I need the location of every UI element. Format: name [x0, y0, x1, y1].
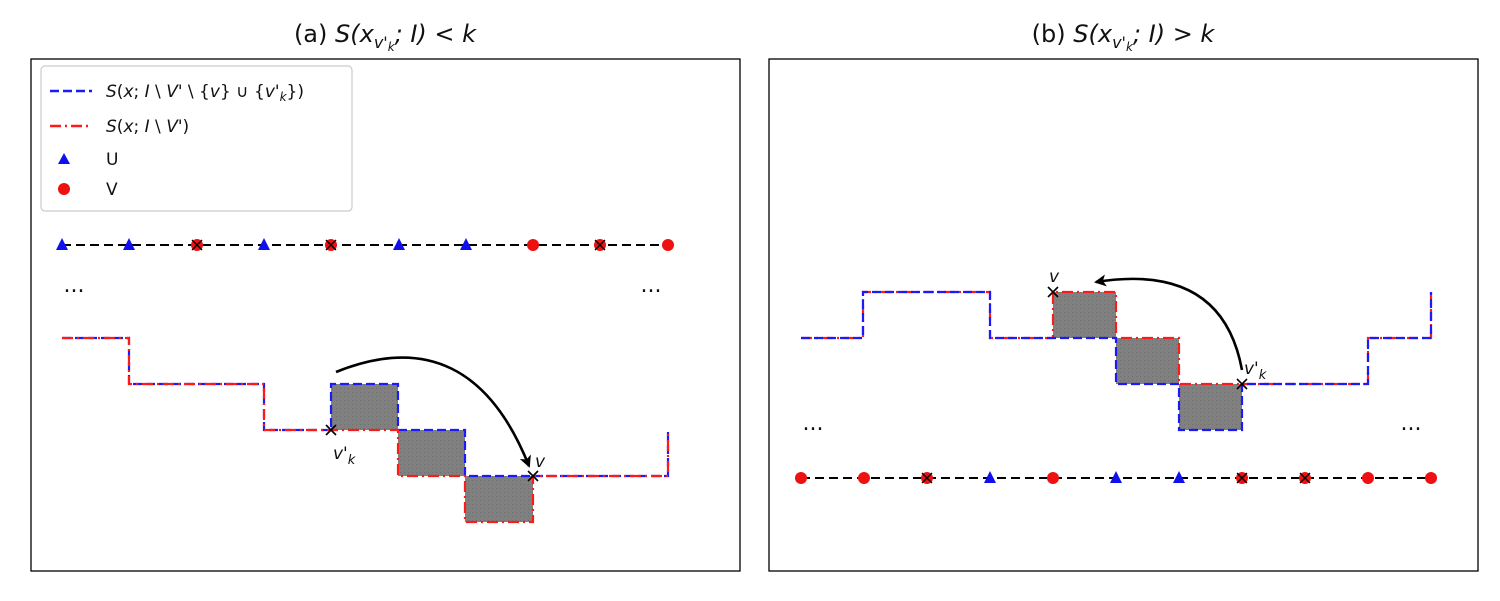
panel-b-ellipsis-left: ...	[803, 411, 824, 436]
v-marker	[795, 472, 807, 484]
shaded-box	[465, 476, 533, 522]
target-point-mark	[1047, 286, 1059, 298]
u-marker	[1173, 471, 1185, 483]
legend-entry-u: U	[106, 150, 118, 170]
v-marker-removed	[594, 239, 606, 251]
panel-b-title: (b) S(xv'k; I) > k	[1032, 20, 1216, 54]
panel-a-ellipsis-left: ...	[64, 273, 85, 298]
panel-b-blue-staircase	[801, 290, 1433, 432]
v-marker-removed	[191, 239, 203, 251]
shaded-box	[1116, 338, 1179, 384]
shaded-box	[398, 430, 465, 476]
legend-entry-v: V	[106, 180, 118, 200]
panel-b-ellipsis-right: ...	[1401, 411, 1422, 436]
v-marker	[1362, 472, 1374, 484]
panel-a: (a) S(xv'k; I) < k S(x; I \ V' \ {v} ∪ {…	[30, 20, 741, 572]
v-marker-removed	[325, 239, 337, 251]
legend-triangle-marker	[58, 153, 70, 164]
panel-a-title: (a) S(xv'k; I) < k	[294, 20, 477, 54]
panel-a-label-moved: v'k	[333, 444, 356, 468]
shaded-box	[331, 384, 398, 430]
legend-entry-red: S(x; I \ V')	[106, 117, 189, 137]
panel-b-frame	[768, 58, 1479, 572]
panel-b-label-moved: v'k	[1244, 359, 1267, 383]
u-marker	[1110, 471, 1122, 483]
shaded-box	[1179, 384, 1242, 430]
moved-point-mark	[325, 424, 337, 436]
panel-a-move-arrow	[335, 356, 531, 468]
legend-circle-marker	[58, 183, 70, 195]
u-marker	[258, 238, 270, 250]
legend-box	[40, 65, 353, 212]
panel-b-markers	[795, 471, 1437, 484]
v-marker	[1425, 472, 1437, 484]
panel-a-ellipsis-right: ...	[641, 273, 662, 298]
legend-entry-blue: S(x; I \ V' \ {v} ∪ {v'k})	[106, 82, 304, 104]
v-marker	[527, 239, 539, 251]
v-marker	[662, 239, 674, 251]
v-marker	[1047, 472, 1059, 484]
panel-b-label-target: v	[1049, 267, 1060, 287]
u-marker	[56, 238, 68, 250]
v-marker-removed	[1236, 472, 1248, 484]
panel-a-red-staircase	[62, 336, 670, 524]
u-marker	[984, 471, 996, 483]
target-point-mark	[527, 470, 539, 482]
panel-b: (b) S(xv'k; I) > k v v'k ... ...	[768, 20, 1479, 572]
panel-a-frame	[30, 58, 741, 572]
panel-b-move-arrow	[1094, 274, 1244, 371]
moved-point-mark	[1236, 378, 1248, 390]
u-marker	[460, 238, 472, 250]
v-marker-removed	[1299, 472, 1311, 484]
v-marker	[858, 472, 870, 484]
u-marker	[123, 238, 135, 250]
panel-a-label-target: v	[535, 452, 546, 472]
legend: S(x; I \ V' \ {v} ∪ {v'k}) S(x; I \ V') …	[40, 65, 353, 212]
v-marker-removed	[921, 472, 933, 484]
panel-a-markers	[56, 238, 674, 251]
shaded-box	[1053, 292, 1116, 338]
u-marker	[393, 238, 405, 250]
